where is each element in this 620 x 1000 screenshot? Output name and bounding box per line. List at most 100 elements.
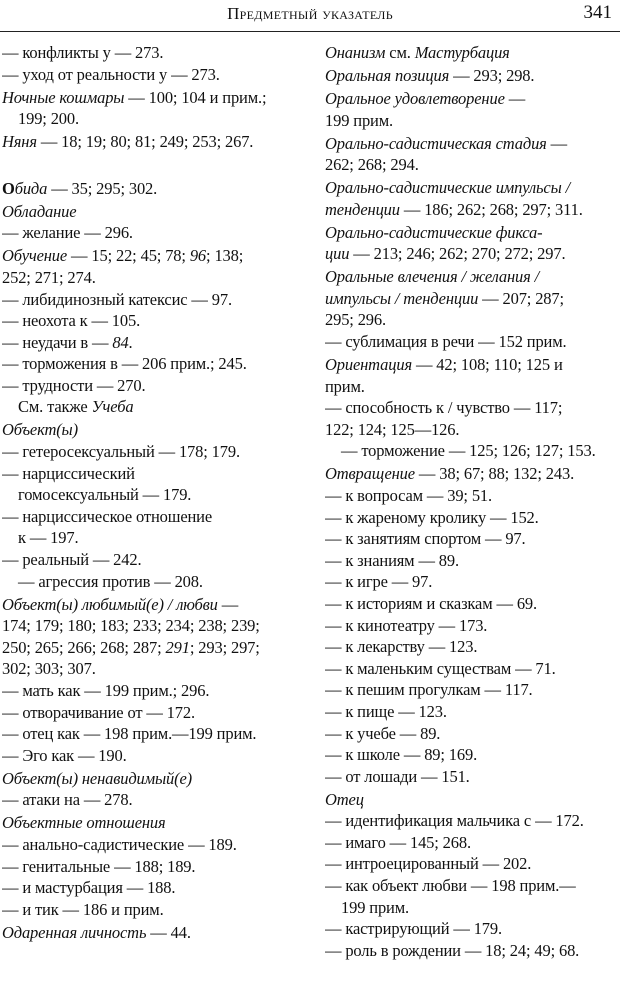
header-title: Предметный указатель — [227, 4, 393, 23]
index-text: прим. — [325, 376, 365, 396]
index-text: — — [504, 88, 526, 108]
index-entry: Объект(ы) ненавидимый(е) — атаки на — 278… — [2, 768, 306, 811]
index-text: — и мастурбация — 188. — [2, 878, 176, 898]
index-line: Орально-садистические импульсы / — [325, 177, 620, 199]
index-text: — 35; 295; 302. — [47, 178, 158, 198]
index-line: Оральные влечения / желания / — [325, 266, 620, 288]
index-entry: Обида — 35; 295; 302. — [2, 178, 306, 200]
index-line: — и мастурбация — 188. — [2, 877, 306, 899]
index-text: — к вопросам — 39; 51. — [325, 486, 493, 505]
index-entry: Оральные влечения / желания / импульсы / … — [325, 266, 620, 352]
index-text: — к маленьким существам — 71. — [325, 658, 556, 678]
index-entry: Орально-садистическая стадия —262; 268; … — [325, 133, 620, 176]
index-line: ции — 213; 246; 262; 270; 272; 297. — [325, 243, 620, 265]
index-text: — 213; 246; 262; 270; 272; 297. — [349, 244, 566, 264]
index-text: — — [217, 594, 239, 614]
index-line: — роль в рождении — 18; 24; 49; 68. — [325, 940, 620, 962]
index-text: — к историям и сказкам — 69. — [325, 593, 537, 613]
index-line: — интроецированный — 202. — [325, 853, 620, 875]
index-line: Объект(ы) — [2, 419, 306, 441]
index-text: ; 293; 297; — [189, 637, 260, 657]
index-entry: Онанизм см. Мастурбация — [325, 42, 620, 64]
index-text: Оральное удовлетворение — [325, 88, 505, 108]
index-text: 96 — [189, 246, 207, 266]
index-line: — конфликты у — 273. — [2, 42, 306, 64]
index-line: — к игре — 97. — [325, 571, 620, 593]
index-line: к — 197. — [2, 527, 306, 549]
index-text: — Эго как — 190. — [2, 745, 127, 765]
index-text: — к кинотеатру — 173. — [325, 615, 488, 635]
index-line: 122; 124; 125—126. — [325, 419, 620, 441]
index-text: 302; 303; 307. — [2, 659, 96, 679]
index-text: бида — [14, 178, 48, 198]
index-line: 174; 179; 180; 183; 233; 234; 238; 239; — [2, 615, 306, 637]
index-line: импульсы / тенденции — 207; 287; — [325, 288, 620, 310]
index-text: — уход от реальности у — 273. — [2, 64, 220, 84]
index-text: Объект(ы) любимый(е) / любви — [2, 594, 218, 614]
index-column-right: Онанизм см. Мастурбация Оральная позиция … — [325, 42, 620, 963]
index-line: — торможение — 125; 126; 127; 153. — [325, 440, 620, 462]
index-text: — роль в рождении — 18; 24; 49; 68. — [325, 940, 580, 960]
index-text: 295; 296. — [325, 310, 386, 330]
index-text: — агрессия против — 208. — [18, 571, 203, 591]
index-text: Отец — [325, 789, 364, 809]
index-text: — к школе — 89; 169. — [325, 745, 478, 765]
index-entry: Оральное удовлетворение — 199 прим. — [325, 88, 620, 131]
index-line: — Эго как — 190. — [2, 745, 306, 767]
index-text: 252; 271; 274. — [2, 267, 96, 287]
index-text: ; 138; — [206, 246, 244, 266]
index-text: — — [546, 133, 568, 153]
index-line: — к пище — 123. — [325, 701, 620, 723]
index-text: — трудности — 270. — [2, 375, 146, 395]
index-entry: Ночные кошмары — 100; 104 и прим.; 199; 2… — [2, 87, 306, 130]
index-line: — к занятиям спортом — 97. — [325, 528, 620, 550]
index-line: — мать как — 199 прим.; 296. — [2, 680, 306, 702]
index-text: 199 прим. — [341, 897, 410, 917]
index-text: Отвращение — [325, 464, 415, 484]
index-text: Орально-садистические импульсы / — [325, 178, 571, 198]
index-text: Обладание — [2, 201, 77, 221]
index-text: — желание — 296. — [2, 223, 133, 243]
index-line: — сублимация в речи — 152 прим. — [325, 331, 620, 353]
index-line: 295; 296. — [325, 309, 620, 331]
index-text: . — [128, 332, 133, 352]
index-text: Объект(ы) — [2, 420, 78, 440]
index-line: — желание — 296. — [2, 222, 306, 244]
index-line: — к учебе — 89. — [325, 723, 620, 745]
index-text: — сублимация в речи — 152 прим. — [325, 332, 567, 352]
index-text: гомосексуальный — 179. — [18, 485, 192, 505]
index-text: — к лекарству — 123. — [325, 637, 478, 657]
index-line: 252; 271; 274. — [2, 267, 306, 289]
index-line: Ночные кошмары — 100; 104 и прим.; — [2, 87, 306, 109]
index-entry: Обучение — 15; 22; 45; 78; 96; 138; 252; … — [2, 245, 306, 418]
index-line: Орально-садистические фикса- — [325, 222, 620, 244]
index-entry: Объектные отношения — анально-садистическ… — [2, 812, 306, 920]
index-text: 199; 200. — [18, 109, 79, 129]
index-line: — генитальные — 188; 189. — [2, 856, 306, 878]
index-line: — нарциссический — [2, 463, 306, 485]
index-line: — от лошади — 151. — [325, 766, 620, 788]
index-line: Объектные отношения — [2, 812, 306, 834]
index-text: — нарциссическое отношение — [2, 506, 213, 526]
index-text: — мать как — 199 прим.; 296. — [2, 680, 210, 700]
index-entry: Одаренная личность — 44. — [2, 922, 306, 944]
index-line: Отвращение — 38; 67; 88; 132; 243. — [325, 463, 620, 485]
index-text: — идентификация мальчика с — 172. — [325, 811, 584, 831]
index-line: — и тик — 186 и прим. — [2, 899, 306, 921]
index-line: — кастрирующий — 179. — [325, 918, 620, 940]
index-text: 84 — [112, 332, 129, 352]
index-text: 291 — [165, 637, 190, 657]
index-text: — гетеросексуальный — 178; 179. — [2, 442, 240, 462]
index-entry: — конфликты у — 273. — уход от реальности… — [2, 42, 306, 85]
index-line: 199; 200. — [2, 108, 306, 130]
index-text: Учеба — [91, 397, 134, 417]
index-text: — 207; 287; — [478, 288, 564, 308]
index-entry: Объект(ы) любимый(е) / любви —174; 179; … — [2, 594, 306, 767]
index-text: — торможения в — 206 прим.; 245. — [2, 354, 247, 374]
index-text: 199 прим. — [325, 110, 394, 130]
index-text: — к занятиям спортом — 97. — [325, 529, 526, 549]
index-text: Орально-садистические фикса- — [325, 222, 543, 242]
index-text: Объектные отношения — [2, 813, 166, 833]
index-text: — либидинозный катексис — 97. — [2, 289, 232, 309]
index-line: — к лекарству — 123. — [325, 636, 620, 658]
